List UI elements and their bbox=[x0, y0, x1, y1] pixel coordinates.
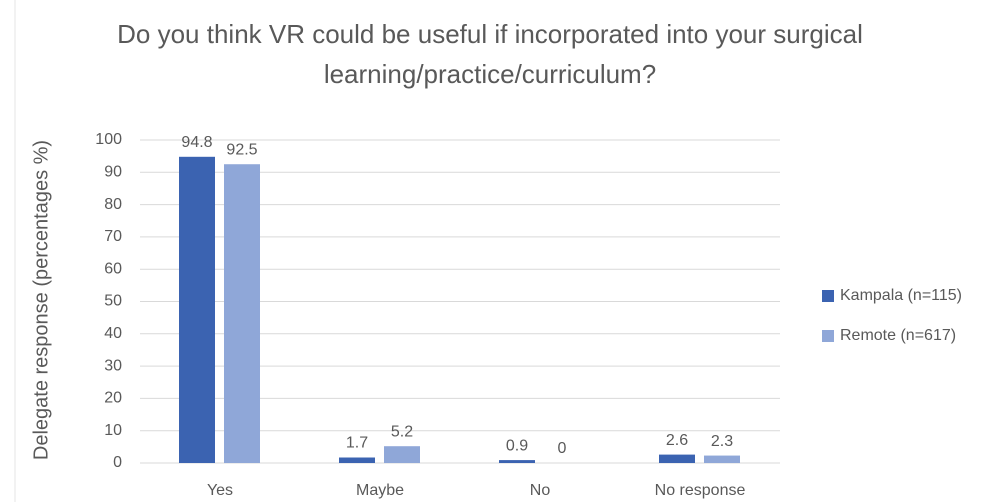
y-tick-label: 70 bbox=[104, 228, 122, 245]
y-tick-label: 40 bbox=[104, 325, 122, 342]
bar bbox=[179, 156, 215, 463]
value-label: 1.7 bbox=[346, 435, 368, 452]
y-tick-label: 100 bbox=[95, 131, 122, 148]
value-label: 5.2 bbox=[391, 423, 413, 440]
x-tick-label: Yes bbox=[207, 482, 233, 499]
legend-swatch bbox=[822, 290, 834, 302]
bar bbox=[384, 446, 420, 463]
value-label: 2.6 bbox=[666, 432, 688, 449]
y-axis-label: Delegate response (percentages %) bbox=[30, 140, 52, 460]
y-tick-label: 80 bbox=[104, 196, 122, 213]
value-label: 0.9 bbox=[506, 437, 528, 454]
y-tick-label: 90 bbox=[104, 164, 122, 181]
y-tick-label: 50 bbox=[104, 293, 122, 310]
y-tick-label: 10 bbox=[104, 422, 122, 439]
value-label: 0 bbox=[558, 440, 567, 457]
y-tick-label: 0 bbox=[113, 454, 122, 471]
value-label: 92.5 bbox=[226, 141, 257, 158]
x-tick-label: No response bbox=[655, 482, 746, 499]
y-tick-label: 20 bbox=[104, 390, 122, 407]
bar bbox=[339, 457, 375, 463]
x-tick-label: Maybe bbox=[356, 482, 404, 499]
bar bbox=[224, 164, 260, 463]
x-tick-label: No bbox=[530, 482, 551, 499]
y-tick-label: 60 bbox=[104, 260, 122, 277]
value-label: 2.3 bbox=[711, 433, 733, 450]
bar bbox=[659, 454, 695, 463]
legend-label: Remote (n=617) bbox=[840, 327, 956, 344]
value-label: 94.8 bbox=[181, 134, 212, 151]
bar bbox=[704, 455, 740, 463]
y-tick-label: 30 bbox=[104, 357, 122, 374]
legend-label: Kampala (n=115) bbox=[840, 287, 962, 304]
chart-title: Do you think VR could be useful if incor… bbox=[117, 19, 863, 89]
legend-swatch bbox=[822, 330, 834, 342]
bar bbox=[499, 460, 535, 463]
